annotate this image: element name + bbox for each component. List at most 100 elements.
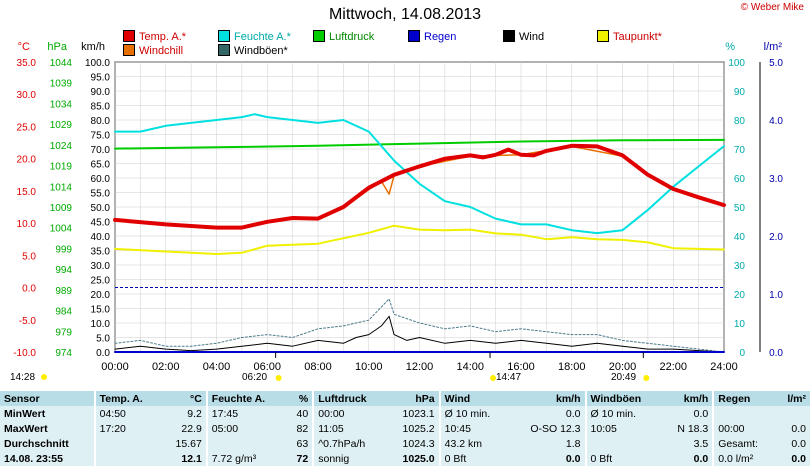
series-line-windb-en- <box>114 298 725 353</box>
tick-label-temp: 30.0 <box>17 90 37 101</box>
legend-dewpoint: Taupunkt* <box>597 30 662 43</box>
chart-title: Mittwoch, 14.08.2013 <box>328 6 482 23</box>
tick-label-wind: 90.0 <box>91 87 111 98</box>
sun-marker-icon <box>275 375 282 381</box>
tick-label-rain: 2.0 <box>769 232 783 243</box>
stats-cell: 1023.1 <box>386 406 440 421</box>
tick-label-pressure: 1044 <box>50 58 73 69</box>
stats-cell: 00:00 <box>312 406 387 421</box>
tick-label-pressure: 989 <box>55 286 72 297</box>
tick-label-temp: 10.0 <box>17 219 37 230</box>
stats-cell <box>775 406 810 421</box>
stats-cell: 10:45 <box>438 421 510 436</box>
tick-label-wind: 25.0 <box>91 276 111 287</box>
stats-cell: ^0.7hPa/h <box>312 436 387 451</box>
tick-label-pressure: 974 <box>55 348 72 359</box>
series-line-luftdruck <box>114 138 725 150</box>
legend-temp: Temp. A.* <box>123 30 186 43</box>
tick-label-time: 10:00 <box>355 361 383 373</box>
tick-label-wind: 95.0 <box>91 73 111 84</box>
legend-swatch-temp <box>123 30 135 42</box>
legend-label-gusts: Windböen* <box>234 45 288 57</box>
tick-label-temp: -5.0 <box>19 316 37 327</box>
stats-cell: 15.67 <box>161 436 207 451</box>
axis-header-temp: °C <box>18 41 30 53</box>
stats-cell: 9.2 <box>161 406 207 421</box>
legend-label-wind: Wind <box>519 31 545 43</box>
tick-label-pressure: 999 <box>55 244 72 255</box>
stats-header: km/h <box>662 391 714 406</box>
stats-header: Wind <box>438 391 510 406</box>
tick-label-wind: 5.0 <box>96 334 110 345</box>
stats-table: Sensor Temp. A. °C Feuchte A. % Luftdruc… <box>0 391 810 466</box>
legend-label-pressure: Luftdruck <box>329 31 375 43</box>
stats-header: Windböen <box>584 391 663 406</box>
stats-cell: 17:20 <box>93 421 162 436</box>
tick-label-time: 00:00 <box>101 361 129 373</box>
stats-cell: 1.8 <box>509 436 586 451</box>
tick-label-wind: 55.0 <box>91 189 111 200</box>
stats-header: Temp. A. <box>93 391 162 406</box>
tick-label-time: 16:00 <box>507 361 535 373</box>
legend-swatch-gusts <box>218 44 230 56</box>
stats-cell: MaxWert <box>0 421 95 436</box>
tick-label-rain: 5.0 <box>769 58 783 69</box>
tick-label-time: 08:00 <box>304 361 332 373</box>
sun-marker-icon <box>41 374 47 380</box>
stats-cell <box>712 406 776 421</box>
stats-cell: MinWert <box>0 406 95 421</box>
stats-cell: 14.08. 23:55 <box>0 451 95 466</box>
tick-label-humidity: 50 <box>734 203 746 214</box>
stats-header: % <box>286 391 314 406</box>
tick-label-humidity: 10 <box>734 319 746 330</box>
stats-header: Sensor <box>0 391 95 406</box>
tick-label-time: 14:00 <box>456 361 484 373</box>
legend-gusts: Windböen* <box>218 44 288 57</box>
stats-header: Regen <box>712 391 776 406</box>
stats-header: °C <box>161 391 207 406</box>
tick-label-humidity: 60 <box>734 174 746 185</box>
copyright-label[interactable]: © Weber Mike <box>740 2 804 13</box>
tick-label-pressure: 1034 <box>50 99 73 110</box>
stats-cell: 0.0 <box>509 451 586 466</box>
tick-label-temp: 25.0 <box>17 122 37 133</box>
legend-swatch-rain <box>408 30 420 42</box>
stats-cell: Gesamt: <box>712 436 776 451</box>
tick-label-humidity: 0 <box>739 348 745 359</box>
tick-label-time: 06:00 <box>253 361 281 373</box>
stats-cell: 17:45 <box>205 406 287 421</box>
tick-label-humidity: 70 <box>734 145 746 156</box>
legend-wind: Wind <box>503 30 544 43</box>
stats-cell: 0.0 <box>662 451 714 466</box>
legend-label-rain: Regen <box>424 31 457 43</box>
tick-label-wind: 75.0 <box>91 131 111 142</box>
stats-header: Feuchte A. <box>205 391 287 406</box>
legend-pressure: Luftdruck <box>313 30 374 43</box>
tick-label-pressure: 1039 <box>50 79 73 90</box>
tick-label-wind: 85.0 <box>91 102 111 113</box>
stats-header-row: Sensor Temp. A. °C Feuchte A. % Luftdruc… <box>0 391 810 406</box>
stats-cell: 0.0 <box>509 406 586 421</box>
chart-ticks: -10.0 -5.0 0.0 5.0 10.0 15.0 20.0 25.0 30.0 35.0 9… <box>13 41 783 381</box>
stats-cell: Ø 10 min. <box>584 406 663 421</box>
legend-rain: Regen <box>408 30 456 43</box>
stats-cell: 7.72 g/m³ <box>205 451 287 466</box>
tick-label-wind: 80.0 <box>91 116 111 127</box>
stats-cell: 40 <box>286 406 314 421</box>
stats-cell: 72 <box>286 451 314 466</box>
stats-cell: 0.0 <box>775 451 810 466</box>
tick-label-pressure: 994 <box>55 265 72 276</box>
tick-label-rain: 3.0 <box>769 174 783 185</box>
stats-cell: N 18.3 <box>662 421 714 436</box>
stats-cell: O-SO 12.3 <box>509 421 586 436</box>
tick-label-wind: 35.0 <box>91 247 111 258</box>
stats-header: Luftdruck <box>312 391 387 406</box>
legend-swatch-humidity <box>218 30 230 42</box>
axis-header-rain: l/m² <box>764 41 783 53</box>
stats-cell: 0.0 <box>775 421 810 436</box>
stats-header: km/h <box>509 391 586 406</box>
series-line-temp-a- <box>113 143 726 230</box>
tick-label-temp: 15.0 <box>17 187 37 198</box>
legend-swatch-wind <box>503 30 515 42</box>
sun-marker-icon <box>490 375 497 381</box>
